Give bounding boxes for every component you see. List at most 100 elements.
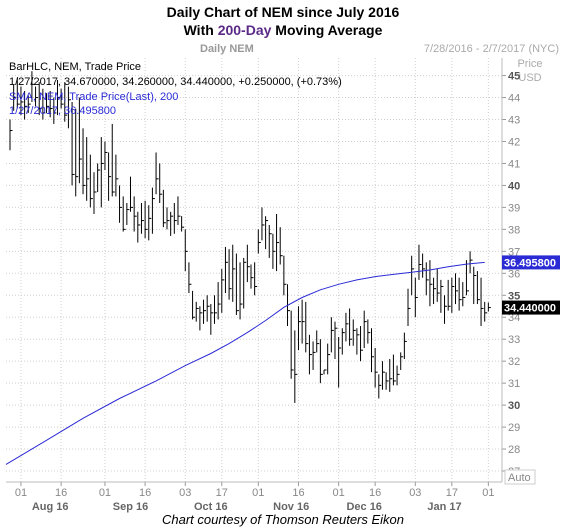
x-tick-label: 03 — [409, 487, 421, 499]
price-bar — [243, 257, 247, 309]
price-tag-bg — [502, 300, 560, 315]
axis-title-usd: USD — [518, 72, 541, 84]
price-bar — [279, 227, 283, 265]
price-bar — [203, 299, 207, 324]
price-bar — [261, 207, 265, 241]
price-bar — [228, 249, 232, 300]
price-bar — [414, 277, 418, 318]
sma-tag-bg — [502, 255, 560, 270]
y-tick-label: 28 — [508, 444, 520, 456]
price-bar — [283, 255, 287, 296]
price-bar — [93, 172, 97, 214]
auto-button-box[interactable] — [504, 469, 536, 485]
price-bar — [462, 282, 466, 307]
y-tick-label: 35 — [508, 290, 520, 302]
price-bar — [173, 202, 177, 234]
price-bar — [338, 337, 342, 388]
price-bar — [276, 213, 280, 272]
price-bar — [363, 310, 367, 348]
price-bar — [334, 321, 338, 359]
price-bar — [195, 301, 199, 322]
price-bar — [371, 328, 374, 373]
auto-button[interactable]: Auto — [508, 472, 531, 484]
price-bar — [42, 88, 46, 120]
price-bar — [327, 343, 331, 375]
price-bar — [71, 101, 75, 186]
price-bar — [170, 211, 174, 236]
price-bar — [155, 152, 159, 195]
x-tick-label: 03 — [179, 487, 191, 499]
price-bar — [235, 253, 239, 316]
price-bar — [16, 77, 20, 109]
price-bar — [250, 264, 254, 289]
price-bar — [465, 260, 469, 296]
y-tick-label: 29 — [508, 422, 520, 434]
price-bar — [360, 326, 364, 362]
y-tick-label: 42 — [508, 136, 520, 148]
price-bar — [433, 277, 437, 305]
legend-line4: 1/27/2017, 36.495800 — [9, 105, 116, 117]
price-bar — [305, 301, 309, 353]
price-bar — [407, 288, 411, 327]
price-bar — [224, 246, 228, 294]
x-tick-label: 16 — [369, 487, 381, 499]
price-bar — [13, 84, 17, 111]
x-month-label: Aug 16 — [32, 501, 69, 513]
header-center: Daily NEM — [200, 43, 254, 55]
price-bar — [199, 306, 203, 331]
price-bar — [217, 282, 221, 320]
price-bar — [297, 306, 301, 351]
price-bar — [257, 229, 261, 254]
legend-line2: 1/27/2017, 34.670000, 34.260000, 34.4400… — [9, 76, 342, 88]
price-bar — [294, 330, 298, 403]
y-axis: 27282930313233343536373839404142434445 — [501, 58, 520, 482]
price-bar — [319, 339, 323, 384]
price-bar — [104, 141, 108, 171]
x-month-label: Dec 16 — [346, 501, 381, 513]
y-tick-label: 34 — [508, 312, 520, 324]
price-bar — [480, 277, 484, 327]
price-bar — [458, 277, 462, 311]
price-bar — [126, 202, 130, 225]
price-bar — [378, 374, 382, 399]
price-bars — [9, 71, 491, 403]
axis-title-price: Price — [517, 58, 542, 70]
price-bar — [181, 216, 185, 232]
price-bar — [111, 123, 115, 197]
price-bar — [418, 244, 422, 280]
legend-line3: SMA, NEM, Trade Price(Last), 200 — [9, 91, 178, 103]
price-bar — [487, 302, 491, 312]
x-axis: 01 16 01 16 03 17 01 16 01 16 03 17 01 Aug 16 Sep 16 Oc… — [6, 481, 502, 513]
price-bar — [97, 163, 101, 193]
price-bar — [67, 86, 71, 129]
x-tick-label: 17 — [216, 487, 228, 499]
x-month-label: Oct 16 — [194, 501, 228, 513]
price-bar — [86, 137, 90, 201]
title-highlight: 200-Day — [217, 22, 272, 38]
title-suffix: Moving Average — [271, 22, 383, 38]
y-tick-label: 31 — [508, 378, 520, 390]
x-tick-label: 17 — [446, 487, 458, 499]
price-bar — [484, 301, 488, 322]
price-bar — [144, 200, 148, 239]
price-bar — [403, 332, 407, 359]
price-bar — [188, 262, 192, 294]
price-bar — [64, 82, 68, 122]
price-bar — [312, 341, 316, 370]
price-bar — [246, 244, 250, 283]
price-bar — [290, 310, 294, 379]
price-bar — [49, 90, 53, 118]
y-tick-label: 36 — [508, 268, 520, 280]
price-bar — [213, 295, 217, 324]
y-tick-label: 44 — [508, 93, 520, 105]
price-bar — [389, 358, 393, 392]
price-bar — [148, 205, 152, 241]
price-bar — [447, 279, 451, 311]
x-month-label: Jan 17 — [427, 501, 461, 513]
price-bar — [349, 308, 353, 346]
price-bar — [27, 95, 31, 113]
y-tick-label: 41 — [508, 158, 520, 170]
price-bar — [323, 369, 327, 375]
price-bar — [140, 202, 144, 234]
